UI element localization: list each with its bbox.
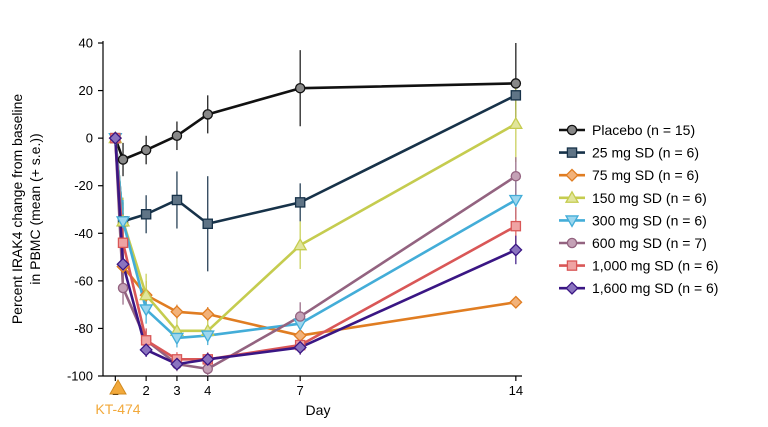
x-tick-label: 7: [297, 383, 304, 398]
y-tick-label: 40: [79, 36, 93, 51]
x-tick-label: 3: [173, 383, 180, 398]
series-6-point: [510, 220, 522, 232]
series-4-point: [169, 332, 185, 346]
series-6-point: [117, 237, 129, 249]
legend-swatch-marker: [564, 215, 580, 228]
series-7-point: [509, 243, 523, 257]
dose-triangle-icon: [109, 378, 127, 395]
legend-label: 75 mg SD (n = 6): [592, 167, 699, 183]
legend-label: 1,000 mg SD (n = 6): [592, 258, 718, 274]
legend-entry: 600 mg SD (n = 7): [559, 235, 707, 251]
series-7-point: [139, 343, 153, 357]
series-0-point: [140, 144, 152, 156]
series-4-point: [139, 304, 154, 317]
series-4-point: [115, 216, 131, 229]
y-tick-label: -60: [74, 273, 93, 288]
legend: Placebo (n = 15) 25 mg SD (n = 6) 75 mg SD…: [559, 122, 718, 296]
series-1-point: [140, 209, 152, 220]
x-tick-label: 2: [143, 383, 150, 398]
series-1-point: [510, 90, 522, 101]
series-0-point: [171, 130, 183, 142]
series-7-point: [116, 257, 130, 271]
dose-marker: KT-474: [95, 378, 141, 417]
series-6-line: [114, 138, 517, 361]
legend-swatch-marker: [564, 190, 580, 203]
legend-entry: 300 mg SD (n = 6): [559, 212, 707, 228]
y-tick-label: -100: [67, 369, 93, 384]
legend-label: 300 mg SD (n = 6): [592, 212, 707, 228]
series-5-point: [510, 170, 522, 182]
series-3-point: [293, 237, 308, 251]
legend-swatch-marker: [565, 281, 579, 295]
series-0-point: [117, 154, 129, 165]
legend-swatch-marker: [566, 124, 578, 136]
y-tick-label: -80: [74, 321, 93, 336]
y-tick-label: 20: [79, 83, 93, 98]
legend-entry: 1,000 mg SD (n = 6): [559, 258, 718, 274]
series-3-line: [114, 122, 517, 333]
legend-entry: 25 mg SD (n = 6): [559, 145, 699, 161]
legend-entry: 150 mg SD (n = 6): [559, 190, 707, 206]
dose-marker-label: KT-474: [95, 401, 140, 417]
legend-label: 25 mg SD (n = 6): [592, 145, 699, 161]
legend-entry: 1,600 mg SD (n = 6): [559, 280, 718, 296]
series-4-point: [200, 330, 215, 343]
y-axis-title-line1: Percent IRAK4 change from baseline: [9, 94, 25, 325]
series-2-point: [170, 305, 184, 319]
series-3-point: [139, 287, 154, 301]
series-7-point: [170, 357, 184, 371]
legend-label: 150 mg SD (n = 6): [592, 190, 707, 206]
legend-label: Placebo (n = 15): [592, 122, 695, 138]
series-0-point: [510, 78, 522, 89]
y-tick-label: -20: [74, 178, 93, 193]
legend-entry: 75 mg SD (n = 6): [559, 167, 699, 183]
legend-swatch-marker: [565, 168, 579, 182]
series-1-point: [294, 197, 306, 208]
y-tick-label: -40: [74, 226, 93, 241]
series-1-point: [202, 218, 213, 230]
legend-label: 600 mg SD (n = 7): [592, 235, 707, 251]
error-bars-layer: [122, 43, 517, 376]
x-axis-title: Day: [306, 402, 331, 418]
y-axis-title-line2: in PBMC (mean (+ s.e.)): [27, 133, 43, 284]
x-tick-label: 14: [509, 383, 523, 398]
series-markers-layer: [108, 78, 523, 375]
x-tick-label: 4: [204, 383, 211, 398]
series-5-point: [294, 311, 306, 322]
series-7-point: [108, 131, 122, 145]
series-3-point: [508, 116, 523, 130]
legend-swatch-marker: [566, 147, 578, 158]
series-7-point: [201, 352, 215, 367]
series-1-point: [171, 194, 183, 206]
series-4-point: [508, 194, 523, 208]
series-2-point: [293, 328, 307, 343]
series-7-point: [293, 340, 307, 355]
legend-swatch-marker: [566, 237, 578, 249]
y-tick-label: 0: [86, 131, 93, 146]
legend-swatch-marker: [566, 260, 578, 271]
series-2-point: [201, 307, 215, 321]
legend-label: 1,600 mg SD (n = 6): [592, 280, 718, 296]
legend-entry: Placebo (n = 15): [559, 122, 695, 138]
series-0-point: [202, 109, 213, 120]
series-5-point: [117, 282, 129, 294]
series-lines-layer: [114, 82, 517, 371]
series-2-point: [509, 295, 523, 309]
series-0-point: [294, 82, 306, 94]
series-0-line: [114, 82, 516, 161]
